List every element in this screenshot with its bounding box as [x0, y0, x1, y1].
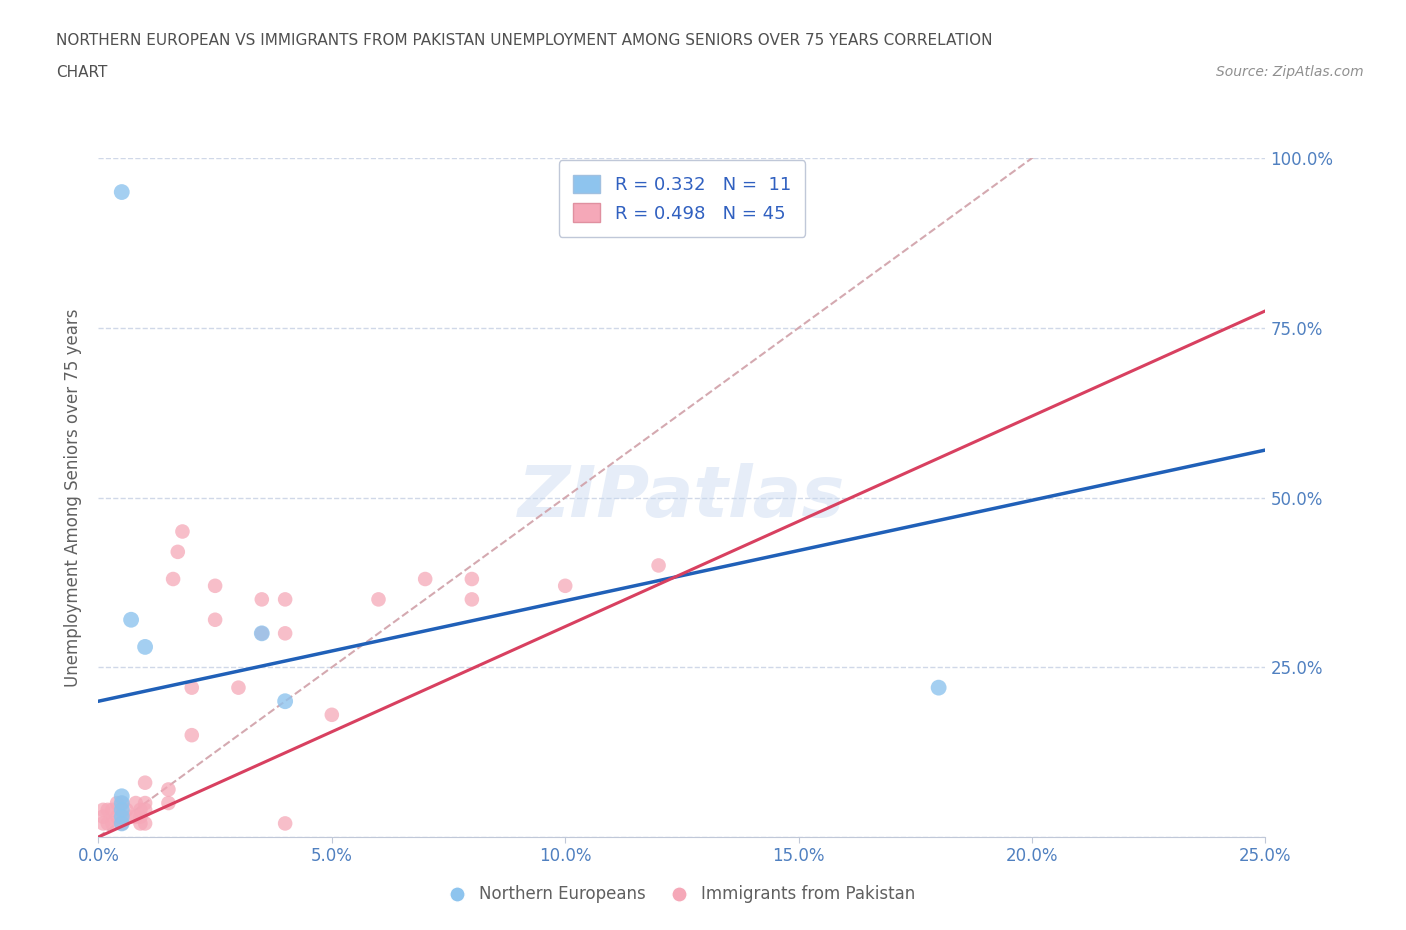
Point: [228, 680, 250, 695]
Point: [413, 572, 436, 587]
Point: [647, 558, 669, 573]
Point: [111, 185, 134, 200]
Point: [166, 544, 188, 559]
Point: [91, 803, 114, 817]
Point: [111, 816, 134, 830]
Point: [162, 572, 184, 587]
Point: [125, 809, 148, 824]
Text: CHART: CHART: [56, 65, 108, 80]
Point: [120, 809, 142, 824]
Point: [461, 592, 484, 607]
Point: [134, 640, 156, 655]
Point: [321, 708, 343, 723]
Point: [204, 578, 226, 593]
Point: [91, 816, 114, 830]
Text: ZIPatlas: ZIPatlas: [519, 463, 845, 532]
Point: [274, 694, 297, 709]
Point: [367, 592, 389, 607]
Point: [180, 680, 202, 695]
Point: [111, 796, 134, 811]
Point: [250, 592, 273, 607]
Point: [134, 816, 156, 830]
Point: [250, 626, 273, 641]
Point: [204, 612, 226, 627]
Text: Source: ZipAtlas.com: Source: ZipAtlas.com: [1216, 65, 1364, 79]
Point: [105, 809, 128, 824]
Point: [274, 626, 297, 641]
Point: [461, 572, 484, 587]
Point: [111, 809, 134, 824]
Point: [157, 782, 180, 797]
Point: [274, 592, 297, 607]
Y-axis label: Unemployment Among Seniors over 75 years: Unemployment Among Seniors over 75 years: [65, 309, 83, 686]
Point: [129, 816, 152, 830]
Point: [928, 680, 950, 695]
Point: [129, 809, 152, 824]
Point: [101, 816, 124, 830]
Point: [111, 789, 134, 804]
Point: [111, 796, 134, 811]
Point: [120, 612, 142, 627]
Point: [172, 525, 194, 539]
Point: [180, 727, 202, 742]
Point: [134, 803, 156, 817]
Point: [111, 803, 134, 817]
Point: [115, 803, 138, 817]
Text: NORTHERN EUROPEAN VS IMMIGRANTS FROM PAKISTAN UNEMPLOYMENT AMONG SENIORS OVER 75: NORTHERN EUROPEAN VS IMMIGRANTS FROM PAK…: [56, 33, 993, 47]
Point: [274, 816, 297, 830]
Point: [101, 803, 124, 817]
Point: [129, 803, 152, 817]
Point: [134, 776, 156, 790]
Point: [97, 816, 120, 830]
Legend: Northern Europeans, Immigrants from Pakistan: Northern Europeans, Immigrants from Paki…: [443, 879, 921, 910]
Point: [105, 796, 128, 811]
Point: [91, 809, 114, 824]
Point: [111, 816, 134, 830]
Point: [97, 803, 120, 817]
Point: [250, 626, 273, 641]
Point: [111, 809, 134, 824]
Point: [134, 796, 156, 811]
Point: [554, 578, 576, 593]
Point: [125, 796, 148, 811]
Point: [157, 796, 180, 811]
